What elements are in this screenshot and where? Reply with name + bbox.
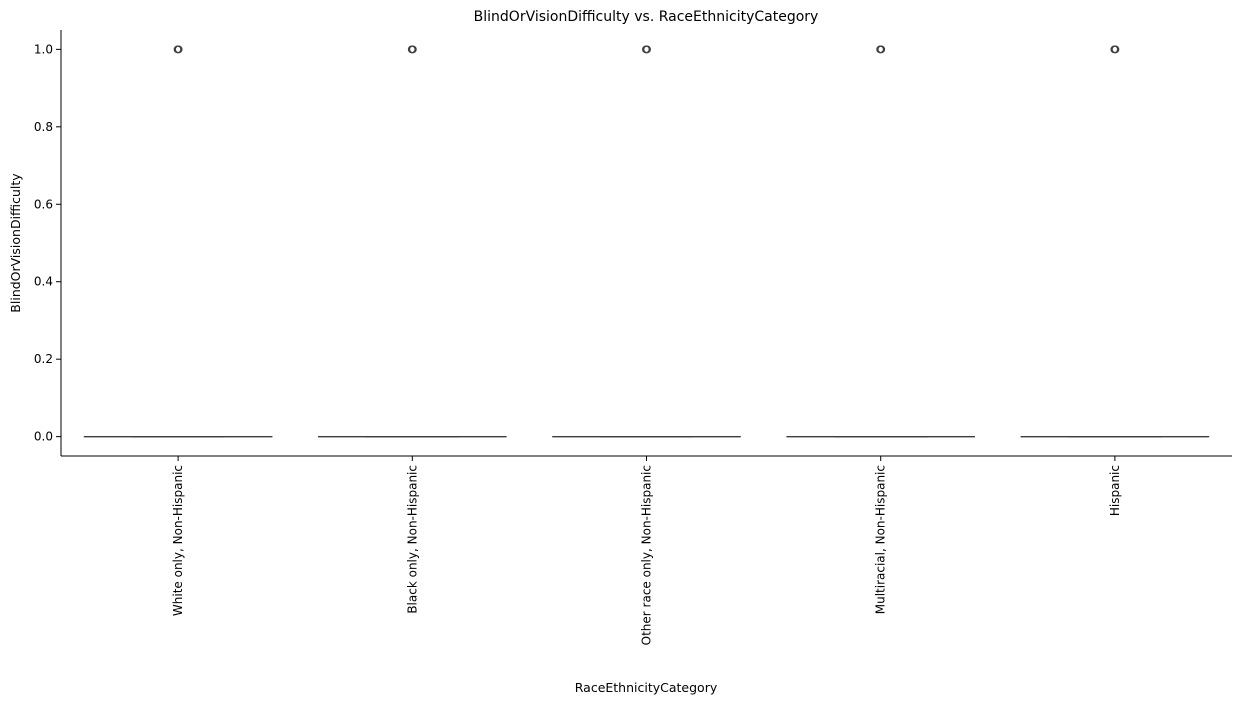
box-group <box>552 45 741 438</box>
x-tick-label: Hispanic <box>1108 465 1122 516</box>
box-group <box>317 45 507 438</box>
x-ticks: White only, Non-Hispanic Black only, Non-… <box>171 456 1122 645</box>
x-tick-label: Multiracial, Non-Hispanic <box>874 465 888 614</box>
x-tick-label: White only, Non-Hispanic <box>171 465 185 616</box>
y-tick-label: 1.0 <box>34 42 53 56</box>
box-group <box>786 45 976 438</box>
y-tick-label: 0.6 <box>34 197 53 211</box>
outlier-point <box>409 45 417 54</box>
outlier-point <box>174 45 183 54</box>
box-group <box>83 45 273 438</box>
x-tick-label: Other race only, Non-Hispanic <box>640 465 654 645</box>
y-tick-label: 0.0 <box>34 430 53 444</box>
x-axis-label: RaceEthnicityCategory <box>575 680 718 695</box>
y-tick-label: 0.2 <box>34 352 53 366</box>
chart-title: BlindOrVisionDifficulty vs. RaceEthnicit… <box>474 9 819 25</box>
y-ticks: 0.0 0.2 0.4 0.6 0.8 1.0 <box>34 42 61 444</box>
x-tick-label: Black only, Non-Hispanic <box>405 465 419 614</box>
outlier-point <box>1111 45 1120 54</box>
outlier-point <box>877 45 886 54</box>
y-tick-label: 0.4 <box>34 275 53 289</box>
outlier-point <box>643 45 651 54</box>
y-axis-label: BlindOrVisionDifficulty <box>8 173 23 313</box>
box-group <box>1020 45 1210 438</box>
plot-area <box>83 45 1210 438</box>
y-tick-label: 0.8 <box>34 120 53 134</box>
